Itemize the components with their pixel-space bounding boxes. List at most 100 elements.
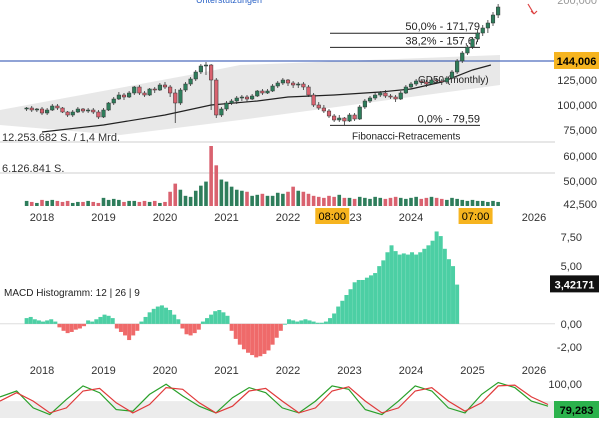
- macd-bar: [184, 323, 189, 335]
- x-axis-label: 2020: [153, 212, 177, 224]
- volume-bar: [470, 199, 475, 206]
- candle: [111, 98, 116, 104]
- volume-bar: [29, 201, 34, 206]
- macd-badge: [550, 275, 599, 293]
- volume-bar: [398, 197, 403, 206]
- candle: [301, 83, 306, 88]
- volume-tick-label: 42,500: [563, 199, 597, 211]
- macd-bar: [364, 277, 369, 324]
- macd-bar: [360, 279, 365, 324]
- macd-bar: [393, 251, 398, 324]
- macd-bar: [61, 323, 66, 331]
- x-axis-label-2: 2023: [337, 365, 361, 377]
- candle: [137, 86, 142, 94]
- macd-bar: [53, 321, 58, 324]
- volume-bar: [337, 194, 342, 206]
- volume-bar: [363, 197, 367, 206]
- candle: [80, 108, 86, 112]
- volume-bar: [55, 200, 60, 206]
- volume-bar: [199, 185, 203, 206]
- macd-bar: [192, 323, 197, 334]
- macd-bar: [155, 306, 160, 324]
- volume-bar: [316, 196, 321, 206]
- candle: [342, 117, 347, 122]
- candle: [449, 71, 455, 79]
- candle: [50, 105, 55, 111]
- macd-bar: [127, 323, 132, 341]
- fib-label: 0,0% - 79,59: [418, 113, 480, 125]
- volume-bar: [183, 195, 188, 206]
- macd-bar: [323, 321, 328, 324]
- session-badge: [315, 208, 350, 224]
- macd-bar: [237, 323, 242, 345]
- candle: [291, 82, 296, 86]
- volume-bar: [486, 201, 490, 206]
- candle: [311, 94, 316, 106]
- candle: [465, 46, 470, 54]
- arrow-down-icon: [527, 3, 538, 15]
- volume-bar: [24, 200, 29, 206]
- macd-bar: [430, 240, 435, 324]
- price-top-cut-label: 200,000: [557, 0, 597, 7]
- candle: [219, 108, 224, 116]
- volume-bar: [142, 200, 147, 206]
- macd-bar: [369, 275, 374, 324]
- volume-bar: [373, 196, 377, 206]
- candle: [121, 94, 127, 98]
- volume-bar: [60, 201, 65, 206]
- macd-bar: [90, 321, 95, 324]
- macd-tick-label: 0,00: [561, 319, 582, 331]
- candle: [485, 22, 490, 29]
- candle: [55, 105, 60, 109]
- candle: [260, 90, 265, 94]
- oscillator-line: [0, 384, 549, 414]
- macd-bar: [442, 248, 447, 324]
- macd-bar: [135, 323, 140, 331]
- macd-bar: [176, 319, 181, 324]
- volume-bar: [434, 197, 439, 206]
- x-axis-label-2: 2022: [276, 365, 300, 377]
- x-axis-label-2: 2026: [522, 365, 546, 377]
- macd-bar: [200, 321, 205, 324]
- volume-label-high: 12.253.682 S. / 1,4 Mrd.: [2, 132, 120, 144]
- macd-bar: [164, 307, 169, 324]
- candle: [408, 83, 414, 88]
- volume-bar: [281, 193, 285, 206]
- candle: [168, 86, 173, 94]
- volume-tick-label: 60,000: [563, 151, 597, 163]
- volume-bar: [219, 179, 224, 206]
- macd-bar: [455, 284, 460, 324]
- volume-bar: [296, 190, 301, 206]
- volume-bar: [234, 189, 239, 206]
- volume-bar: [260, 193, 265, 206]
- candle: [444, 77, 449, 83]
- macd-bar: [168, 310, 173, 324]
- macd-bar: [102, 314, 107, 324]
- volume-bar: [424, 197, 429, 206]
- volume-bar: [332, 196, 336, 206]
- macd-tick-label: 5,00: [561, 261, 582, 273]
- macd-bar: [123, 323, 128, 336]
- x-axis-label-2: 2018: [30, 365, 54, 377]
- volume-bar: [240, 190, 244, 206]
- candle: [24, 107, 29, 110]
- macd-bar: [57, 323, 62, 328]
- candle: [70, 111, 75, 116]
- volume-bar: [455, 198, 459, 206]
- candle: [367, 97, 373, 102]
- candle: [460, 52, 465, 62]
- candle: [285, 79, 291, 84]
- fib-label: 38,2% - 157,67: [405, 35, 480, 47]
- candle: [193, 71, 198, 80]
- candle: [383, 92, 388, 97]
- volume-label-mid: 6.126.841 S.: [2, 163, 64, 175]
- candle: [393, 96, 398, 100]
- macd-bar: [246, 323, 251, 353]
- volume-bar: [111, 198, 116, 206]
- volume-bar: [132, 200, 137, 206]
- fib-label: 50,0% - 171,79: [405, 21, 480, 33]
- macd-bar: [336, 306, 341, 324]
- volume-bar: [327, 195, 331, 206]
- volume-bar: [224, 181, 229, 206]
